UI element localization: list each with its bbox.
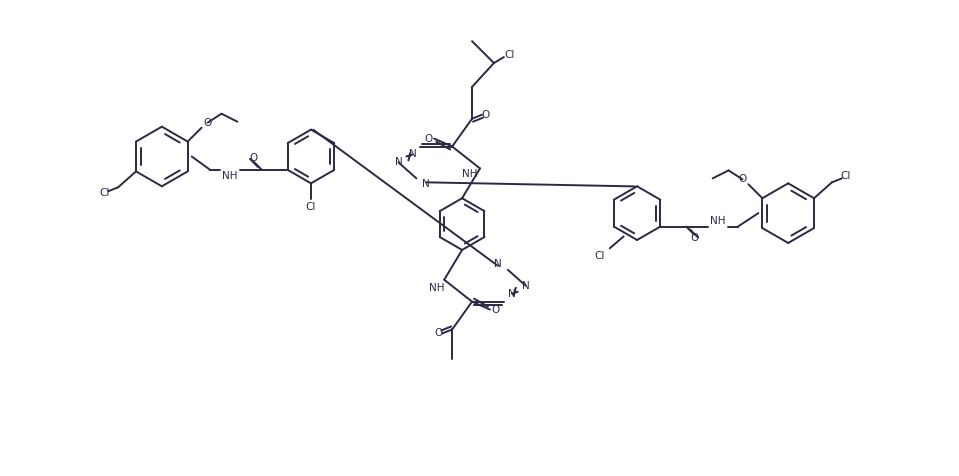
Text: O: O [738, 174, 747, 184]
Text: N: N [494, 259, 502, 269]
Text: O: O [434, 328, 442, 338]
Text: N: N [522, 281, 529, 291]
Text: NH: NH [222, 171, 238, 181]
Text: Cl: Cl [504, 50, 515, 60]
Text: NH: NH [429, 283, 444, 293]
Text: N: N [394, 158, 403, 168]
Text: O: O [492, 305, 500, 315]
Text: NH: NH [462, 169, 478, 179]
Text: Cl: Cl [99, 188, 109, 198]
Text: O: O [424, 134, 433, 144]
Text: Cl: Cl [595, 251, 605, 261]
Text: O: O [203, 118, 212, 128]
Text: O: O [249, 153, 258, 163]
Text: O: O [690, 234, 698, 244]
Text: Cl: Cl [841, 171, 851, 181]
Text: NH: NH [711, 216, 726, 226]
Text: N: N [422, 179, 431, 189]
Text: O: O [481, 110, 490, 120]
Text: Cl: Cl [306, 202, 316, 212]
Text: N: N [409, 149, 416, 159]
Text: N: N [508, 288, 516, 298]
